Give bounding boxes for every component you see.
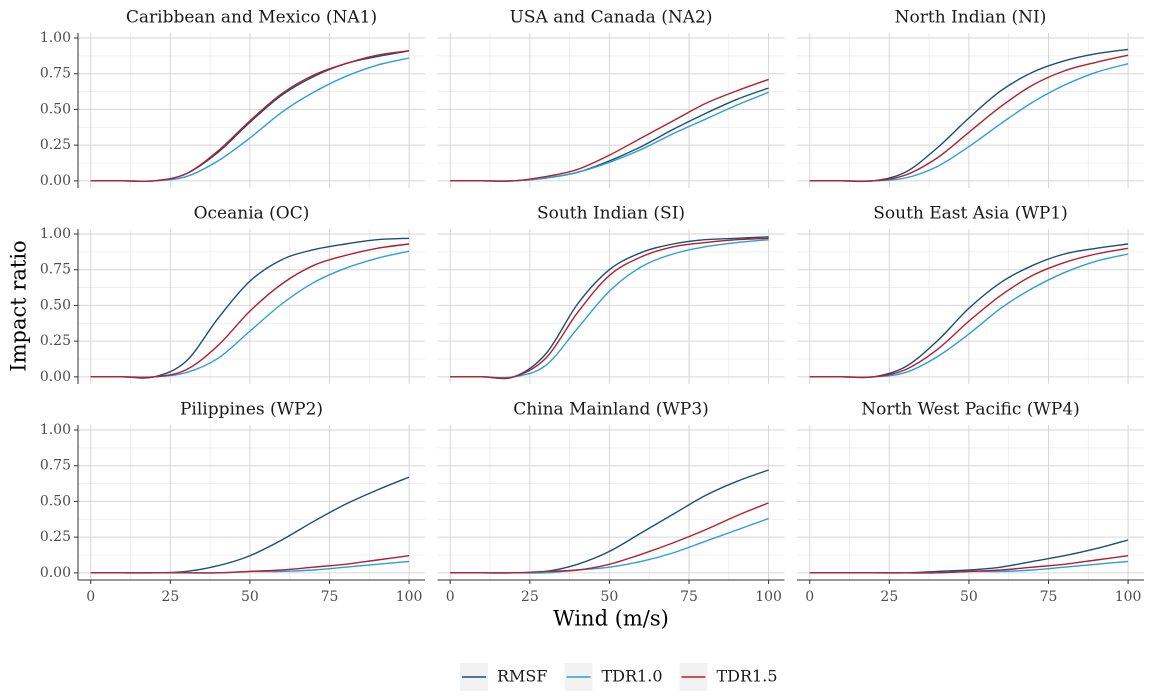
y-tick-label: 0.75 [40,458,71,474]
line [450,237,769,379]
x-tick-label: 50 [241,589,259,605]
line [450,502,769,574]
legend-label: TDR1.0 [602,667,663,686]
line [809,555,1129,574]
line [809,54,1129,182]
y-axis-label: Impact ratio [7,240,31,371]
y-tick-label: 1.00 [40,422,71,438]
y-tick-label: 0.50 [40,297,71,313]
line [90,50,410,183]
x-tick-label: 100 [396,589,423,605]
y-tick-label: 0.75 [40,66,71,82]
x-tick-label: 25 [521,589,539,605]
y-tick-label: 0.25 [40,137,71,153]
y-tick-label: 0.00 [40,565,71,581]
panel-title: Caribbean and Mexico (NA1) [126,8,377,28]
y-tick-label: 0.25 [40,529,71,545]
panel-title: Pilippines (WP2) [180,400,323,420]
legend-label: RMSF [497,667,548,686]
x-tick-label: 25 [161,589,179,605]
y-tick-label: 1.00 [40,30,71,46]
panel-title: China Mainland (WP3) [513,400,709,420]
panel-title: North West Pacific (WP4) [861,400,1080,420]
y-tick-label: 0.50 [40,493,71,509]
x-tick-label: 0 [86,589,95,605]
x-tick-label: 75 [680,589,698,605]
x-tick-label: 0 [446,589,455,605]
x-tick-label: 100 [1115,589,1142,605]
panel-title: South Indian (SI) [537,204,685,224]
x-tick-label: 0 [805,589,814,605]
panel-title: North Indian (NI) [895,8,1047,28]
x-tick-label: 75 [1040,589,1058,605]
line [90,243,410,379]
y-tick-label: 0.00 [40,173,71,189]
line [450,78,769,182]
y-tick-label: 0.50 [40,101,71,117]
y-tick-label: 0.00 [40,369,71,385]
legend-label: TDR1.5 [717,667,778,686]
x-tick-label: 75 [321,589,339,605]
y-tick-label: 0.75 [40,262,71,278]
y-tick-label: 1.00 [40,226,71,242]
x-tick-label: 100 [755,589,782,605]
x-tick-label: 50 [960,589,978,605]
x-axis-label: Wind (m/s) [553,607,669,631]
y-tick-label: 0.25 [40,333,71,349]
panel-title: USA and Canada (NA2) [510,8,713,28]
panel-title: South East Asia (WP1) [873,204,1068,224]
panel-title: Oceania (OC) [194,204,310,224]
line [90,555,410,574]
line [809,247,1129,379]
x-tick-label: 25 [880,589,898,605]
x-tick-label: 50 [600,589,618,605]
